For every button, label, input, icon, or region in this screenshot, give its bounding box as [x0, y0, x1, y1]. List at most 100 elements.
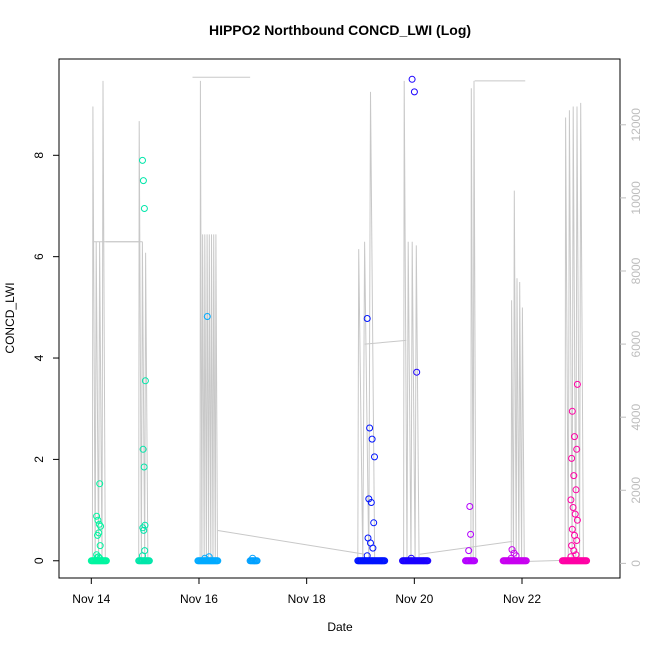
data-point — [569, 504, 577, 511]
series-flight-2 — [135, 156, 153, 565]
y2-tick-label: 0 — [629, 560, 643, 567]
axes-layer: Nov 14 Nov 16 Nov 18 Nov 20 Nov 22 0 2 4 6 8 0 2000… — [32, 58, 643, 606]
data-point — [93, 512, 101, 520]
y2-tick-label: 6000 — [629, 330, 643, 357]
series-flight-7 — [462, 503, 479, 565]
series-flight-5 — [354, 315, 389, 565]
data-point — [465, 547, 473, 555]
data-point — [139, 445, 147, 453]
data-point — [570, 472, 578, 480]
data-point — [568, 542, 576, 550]
data-point — [95, 520, 103, 528]
data-point — [573, 380, 581, 388]
data-point — [145, 557, 153, 565]
data-point — [370, 519, 378, 527]
data-point — [567, 496, 575, 504]
altitude-transit-2 — [217, 529, 365, 555]
series-flight-8 — [499, 546, 530, 565]
altitude-transit-4 — [419, 540, 513, 555]
data-point — [467, 530, 475, 538]
y2-tick-label: 2000 — [629, 477, 643, 504]
data-point — [572, 551, 580, 559]
chart-title: HIPPO2 Northbound CONCD_LWI (Log) — [209, 22, 471, 38]
data-point — [93, 554, 101, 562]
data-point — [471, 557, 479, 565]
x-axis-label: Date — [327, 620, 353, 634]
data-point — [573, 445, 581, 453]
data-point — [381, 557, 389, 565]
x-tick-label: Nov 20 — [395, 592, 433, 606]
data-point — [203, 313, 211, 320]
data-point — [364, 534, 372, 542]
data-point — [408, 75, 416, 83]
data-point — [410, 88, 418, 96]
data-point — [424, 557, 432, 565]
series-flight-6 — [399, 75, 432, 565]
x-tick-label: Nov 18 — [288, 592, 326, 606]
series-flight-9 — [558, 380, 591, 565]
x-tick-label: Nov 22 — [503, 592, 541, 606]
data-point — [573, 516, 581, 524]
data-point — [366, 424, 374, 432]
points-layer — [87, 75, 591, 565]
data-point — [365, 495, 373, 503]
y-tick-label: 2 — [32, 456, 46, 463]
data-point — [96, 554, 104, 562]
y-tick-label: 0 — [32, 557, 46, 564]
data-point — [201, 554, 209, 562]
altitude-transit-3 — [364, 339, 407, 345]
data-point — [102, 557, 110, 565]
data-point — [205, 553, 213, 561]
data-point — [568, 454, 576, 462]
data-point — [572, 486, 580, 494]
data-point — [363, 552, 371, 560]
data-point — [363, 315, 371, 322]
data-point — [214, 557, 222, 565]
data-point — [371, 453, 378, 461]
data-point — [94, 553, 102, 561]
data-point — [583, 557, 591, 565]
altitude-profile-7 — [510, 190, 525, 564]
y-axis-label: CONCD_LWI — [3, 282, 17, 353]
data-point — [140, 463, 148, 471]
data-point — [94, 516, 102, 524]
data-point — [96, 542, 104, 550]
y2-tick-label: 8000 — [629, 257, 643, 284]
series-flight-3 — [194, 313, 222, 565]
data-point — [413, 368, 421, 376]
data-point — [139, 156, 146, 164]
data-point — [522, 557, 530, 565]
data-point — [96, 480, 104, 488]
data-point — [368, 435, 376, 443]
x-tick-label: Nov 16 — [180, 592, 218, 606]
data-point — [407, 554, 415, 562]
y2-tick-label: 12000 — [629, 108, 643, 142]
data-point — [249, 554, 257, 562]
altitude-profile-8 — [564, 102, 584, 564]
data-point — [141, 547, 149, 555]
altitude-profile-2 — [138, 121, 149, 564]
data-point — [466, 503, 474, 510]
data-point — [141, 521, 149, 529]
data-point — [571, 531, 578, 539]
data-point — [139, 177, 147, 185]
data-point — [141, 377, 149, 385]
y-tick-label: 8 — [32, 152, 46, 159]
y-tick-label: 6 — [32, 253, 46, 260]
data-point — [508, 546, 516, 554]
data-point — [510, 549, 518, 557]
data-point — [571, 433, 578, 441]
data-point — [568, 525, 576, 533]
y2-tick-label: 10000 — [629, 181, 643, 215]
data-point — [568, 407, 576, 415]
data-point — [571, 510, 579, 518]
series-flight-4 — [246, 554, 261, 565]
y2-tick-label: 4000 — [629, 404, 643, 431]
data-point — [140, 205, 148, 212]
data-point — [97, 522, 105, 530]
data-point — [94, 531, 101, 539]
altitude-profile-4 — [357, 91, 376, 564]
x-tick-label: Nov 14 — [72, 592, 110, 606]
